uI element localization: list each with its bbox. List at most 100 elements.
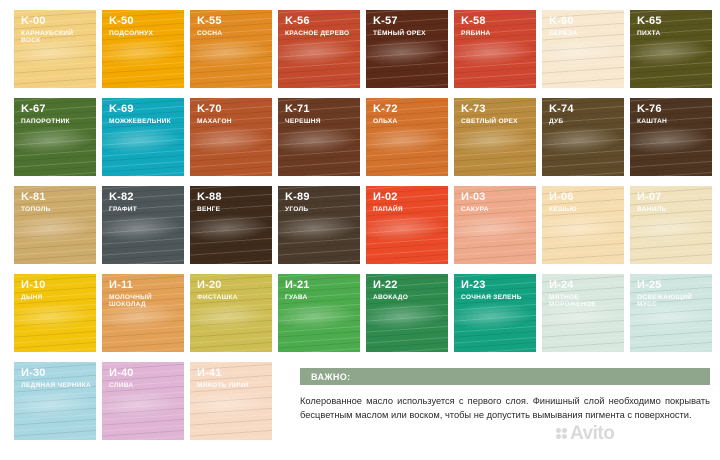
color-swatch[interactable]: K-82 ГРАФИТ	[102, 186, 184, 264]
color-swatch[interactable]: И-20 ФИСТАШКА	[190, 274, 272, 352]
swatch-name: СВЕТЛЫЙ ОРЕХ	[461, 117, 518, 125]
color-swatch[interactable]: K-76 КАШТАН	[630, 98, 712, 176]
swatch-label: K-74 ДУБ	[549, 103, 620, 125]
color-swatch[interactable]: K-69 МОЖЖЕВЕЛЬНИК	[102, 98, 184, 176]
color-swatch[interactable]: K-65 ПИХТА	[630, 10, 712, 88]
swatch-code: K-81	[21, 191, 46, 203]
color-swatch[interactable]: K-67 ПАПОРОТНИК	[14, 98, 96, 176]
wood-grain-texture	[542, 186, 624, 264]
swatch-code: K-82	[109, 191, 134, 203]
wood-grain-texture	[190, 274, 272, 352]
wood-grain-texture	[630, 274, 712, 352]
swatch-label: И-25 ОСВЕЖАЮЩИЙ МУСС	[637, 279, 708, 308]
swatch-label: И-06 КЕШЬЮ	[549, 191, 620, 213]
color-swatch[interactable]: И-41 МЯКОТЬ ЛИЧИ	[190, 362, 272, 440]
important-note-panel: ВАЖНО: Колерованное масло используется с…	[300, 368, 710, 452]
swatch-name: КАШТАН	[637, 117, 668, 125]
color-swatch[interactable]: И-21 ГУАВА	[278, 274, 360, 352]
color-swatch[interactable]: K-72 ОЛЬХА	[366, 98, 448, 176]
swatch-code: K-70	[197, 103, 222, 115]
swatch-name: ПАПАЙЯ	[373, 205, 403, 213]
swatch-code: K-88	[197, 191, 222, 203]
wood-grain-texture	[14, 98, 96, 176]
swatch-code: K-71	[285, 103, 310, 115]
color-swatch[interactable]: K-74 ДУБ	[542, 98, 624, 176]
swatch-label: И-40 СЛИВА	[109, 367, 180, 389]
swatch-label: K-73 СВЕТЛЫЙ ОРЕХ	[461, 103, 532, 125]
color-swatch[interactable]: K-55 СОСНА	[190, 10, 272, 88]
wood-grain-texture	[542, 274, 624, 352]
wood-grain-texture	[366, 98, 448, 176]
swatch-code: И-11	[109, 279, 133, 291]
swatch-code: И-23	[461, 279, 486, 291]
swatch-name: ОЛЬХА	[373, 117, 398, 125]
color-swatch[interactable]: И-30 ЛЕДЯНАЯ ЧЕРНИКА	[14, 362, 96, 440]
color-swatch[interactable]: K-58 РЯБИНА	[454, 10, 536, 88]
swatch-label: K-82 ГРАФИТ	[109, 191, 180, 213]
swatch-name: ЛЕДЯНАЯ ЧЕРНИКА	[21, 381, 92, 389]
swatch-code: K-58	[461, 15, 486, 27]
color-swatch[interactable]: И-02 ПАПАЙЯ	[366, 186, 448, 264]
wood-grain-texture	[102, 274, 184, 352]
color-swatch[interactable]: K-81 ТОПОЛЬ	[14, 186, 96, 264]
swatch-label: И-07 ВАНИЛЬ	[637, 191, 708, 213]
swatch-label: K-58 РЯБИНА	[461, 15, 532, 37]
swatch-code: K-89	[285, 191, 310, 203]
swatch-label: И-02 ПАПАЙЯ	[373, 191, 444, 213]
color-swatch[interactable]: K-70 МАХАГОН	[190, 98, 272, 176]
swatch-label: K-69 МОЖЖЕВЕЛЬНИК	[109, 103, 180, 125]
swatch-code: K-55	[197, 15, 222, 27]
swatch-label: K-89 УГОЛЬ	[285, 191, 356, 213]
color-swatch[interactable]: K-89 УГОЛЬ	[278, 186, 360, 264]
swatch-code: K-76	[637, 103, 662, 115]
swatch-name: БЕРЁЗА	[549, 29, 578, 37]
swatch-code: И-41	[197, 367, 222, 379]
color-swatch[interactable]: И-10 ДЫНЯ	[14, 274, 96, 352]
color-swatch[interactable]: K-71 ЧЕРЕШНЯ	[278, 98, 360, 176]
swatch-name: СОСНА	[197, 29, 223, 37]
color-swatch[interactable]: И-11 МОЛОЧНЫЙ ШОКОЛАД	[102, 274, 184, 352]
wood-grain-texture	[278, 10, 360, 88]
color-swatch[interactable]: И-24 МЯТНОЕ МОРОЖЕНОЕ	[542, 274, 624, 352]
color-swatch[interactable]: K-56 КРАСНОЕ ДЕРЕВО	[278, 10, 360, 88]
swatch-label: K-55 СОСНА	[197, 15, 268, 37]
swatch-label: K-81 ТОПОЛЬ	[21, 191, 92, 213]
color-swatch[interactable]: K-88 ВЕНГЕ	[190, 186, 272, 264]
color-swatch[interactable]: И-03 САКУРА	[454, 186, 536, 264]
color-swatch[interactable]: И-40 СЛИВА	[102, 362, 184, 440]
important-note-header: ВАЖНО:	[300, 368, 710, 385]
wood-grain-texture	[102, 362, 184, 440]
swatch-name: ЧЕРЕШНЯ	[285, 117, 321, 125]
color-swatch[interactable]: K-50 ПОДСОЛНУХ	[102, 10, 184, 88]
color-swatch[interactable]: K-00 КАРНАУБСКИЙ ВОСК	[14, 10, 96, 88]
color-swatch[interactable]: K-60 БЕРЁЗА	[542, 10, 624, 88]
color-swatch[interactable]: И-22 АВОКАДО	[366, 274, 448, 352]
swatch-label: И-03 САКУРА	[461, 191, 532, 213]
color-swatch[interactable]: K-73 СВЕТЛЫЙ ОРЕХ	[454, 98, 536, 176]
swatch-code: И-07	[637, 191, 662, 203]
wood-grain-texture	[278, 98, 360, 176]
wood-grain-texture	[542, 10, 624, 88]
swatch-name: МОЛОЧНЫЙ ШОКОЛАД	[109, 293, 152, 308]
swatch-name: ПИХТА	[637, 29, 661, 37]
wood-grain-texture	[190, 98, 272, 176]
swatch-name: ФИСТАШКА	[197, 293, 238, 301]
swatch-name: АВОКАДО	[373, 293, 409, 301]
color-swatch[interactable]: И-25 ОСВЕЖАЮЩИЙ МУСС	[630, 274, 712, 352]
color-swatch[interactable]: K-57 ТЁМНЫЙ ОРЕХ	[366, 10, 448, 88]
color-swatch[interactable]: И-23 СОЧНАЯ ЗЕЛЕНЬ	[454, 274, 536, 352]
swatch-name: РЯБИНА	[461, 29, 491, 37]
swatch-name: САКУРА	[461, 205, 489, 213]
color-swatch[interactable]: И-07 ВАНИЛЬ	[630, 186, 712, 264]
swatch-code: И-20	[197, 279, 222, 291]
color-swatch[interactable]: И-06 КЕШЬЮ	[542, 186, 624, 264]
swatch-code: И-03	[461, 191, 486, 203]
wood-grain-texture	[366, 186, 448, 264]
swatch-code: И-21	[285, 279, 310, 291]
swatch-name: ОСВЕЖАЮЩИЙ МУСС	[637, 293, 693, 308]
wood-grain-texture	[366, 274, 448, 352]
swatch-name: МОЖЖЕВЕЛЬНИК	[109, 117, 171, 125]
swatch-name: ГУАВА	[285, 293, 308, 301]
wood-grain-texture	[190, 362, 272, 440]
